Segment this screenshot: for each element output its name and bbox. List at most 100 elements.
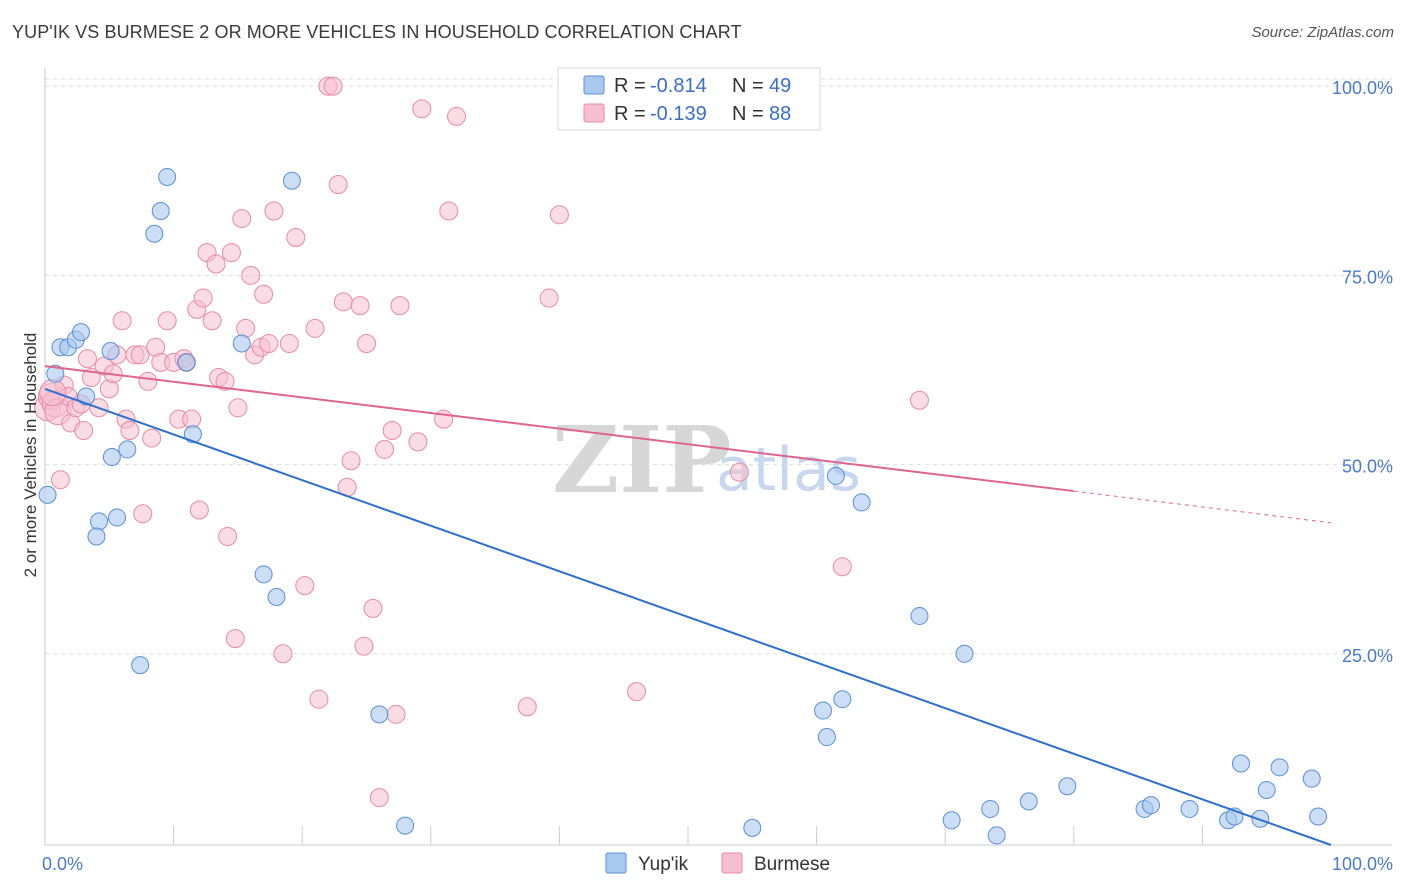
yupik-point [981, 799, 1000, 818]
burmese-point [120, 421, 140, 441]
yupik-point [1019, 792, 1038, 811]
source-label: Source: ZipAtlas.com [1251, 24, 1394, 41]
y-tick-label: 75.0% [1342, 267, 1393, 287]
burmese-point [909, 390, 929, 410]
chart-title: YUP'IK VS BURMESE 2 OR MORE VEHICLES IN … [12, 22, 742, 42]
x-tick-label-max: 100.0% [1332, 854, 1393, 874]
burmese-point [447, 106, 467, 126]
burmese-point [357, 333, 376, 353]
burmese-point [221, 243, 241, 263]
burmese-point [241, 265, 261, 285]
yupik-point [1231, 754, 1250, 773]
burmese-trend-extension [1073, 490, 1332, 524]
legend-swatch-yupik [583, 75, 605, 95]
yupik-point [1180, 799, 1199, 818]
legend-n-label-burmese: N = [732, 103, 764, 125]
burmese-point [439, 201, 459, 221]
yupik-point [183, 425, 202, 444]
yupik-point [814, 701, 833, 720]
burmese-point [369, 788, 389, 808]
yupik-point [1270, 758, 1289, 777]
burmese-point [390, 296, 410, 316]
yupik-point [817, 728, 836, 747]
burmese-point [77, 349, 97, 369]
burmese-point [286, 228, 306, 248]
burmese-trend-line [44, 365, 1074, 493]
burmese-point [215, 371, 235, 391]
burmese-point [218, 526, 238, 546]
burmese-point [382, 421, 402, 441]
trend-lines [44, 365, 1332, 846]
burmese-point [112, 311, 132, 331]
yupik-point [101, 342, 120, 361]
burmese-point [236, 318, 256, 338]
burmese-point [328, 175, 348, 195]
legend-r-value-burmese: -0.139 [650, 103, 707, 125]
burmese-point [259, 333, 279, 353]
yupik-point [158, 167, 177, 186]
burmese-point [832, 557, 852, 577]
burmese-point [305, 318, 325, 338]
legend-n-label-yupik: N = [732, 75, 764, 97]
burmese-point [264, 201, 284, 221]
yupik-point [1302, 769, 1321, 788]
burmese-point [130, 345, 150, 365]
y-tick-label: 100.0% [1332, 78, 1393, 98]
y-tick-label: 25.0% [1342, 646, 1393, 666]
burmese-point [729, 462, 749, 482]
burmese-point [350, 296, 370, 316]
yupik-point [118, 440, 137, 459]
yupik-point [743, 818, 762, 837]
legend-swatch-burmese [583, 103, 605, 123]
yupik-point [1309, 807, 1328, 826]
burmese-point [138, 371, 158, 391]
burmese-point [232, 209, 252, 229]
yupik-point [102, 448, 121, 466]
burmese-point [133, 504, 153, 524]
yupik-point [232, 334, 251, 353]
legend-r-label-burmese: R = [614, 103, 646, 125]
burmese-point [333, 292, 353, 312]
yupik-point [987, 826, 1006, 845]
legend-r-value-yupik: -0.814 [650, 75, 707, 97]
series-legend: Yup'ik Burmese [605, 852, 830, 875]
yupik-point [145, 224, 164, 243]
burmese-point [375, 439, 395, 459]
y-tick-label: 50.0% [1342, 457, 1393, 477]
burmese-point [279, 333, 299, 353]
burmese-point [323, 76, 343, 96]
burmese-point [50, 470, 70, 490]
burmese-point [341, 451, 361, 471]
yupik-point [38, 485, 57, 504]
yupik-point [1141, 796, 1160, 815]
burmese-point [386, 704, 406, 724]
yupik-point [852, 493, 871, 512]
burmese-point [549, 205, 569, 225]
yupik-point [90, 512, 109, 531]
legend-n-value-burmese: 88 [769, 103, 791, 125]
burmese-point [228, 398, 248, 418]
watermark-zip: ZIP [552, 406, 731, 514]
yupik-point [942, 811, 961, 830]
yupik-point [131, 656, 150, 675]
burmese-point [225, 629, 245, 649]
yupik-point [826, 466, 845, 485]
series-swatch-burmese [721, 852, 743, 874]
burmese-point [254, 284, 274, 304]
yupik-trend-line [44, 387, 1332, 846]
burmese-point [309, 689, 329, 709]
legend-n-value-yupik: 49 [769, 75, 791, 97]
axes: 100.0% 75.0% 50.0% 25.0% 0.0% 100.0% [42, 68, 1393, 874]
yupik-point [1257, 781, 1276, 800]
yupik-point [46, 364, 65, 383]
yupik-point [177, 353, 196, 372]
yupik-point [267, 588, 286, 607]
series-label-burmese: Burmese [754, 854, 830, 875]
burmese-point [193, 288, 213, 308]
burmese-point [354, 636, 374, 656]
yupik-point [151, 202, 170, 221]
x-tick-label-min: 0.0% [42, 854, 83, 874]
legend-r-label-yupik: R = [614, 75, 646, 97]
burmese-point [363, 598, 383, 618]
